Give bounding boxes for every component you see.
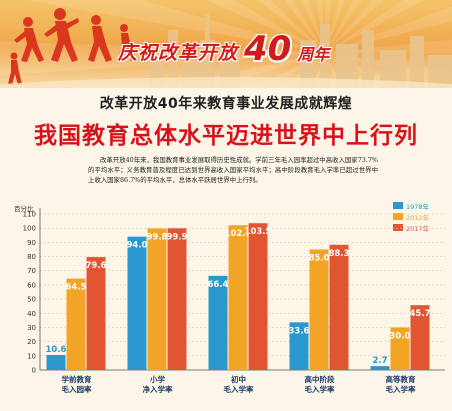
x-tick-label: 初中 <box>231 374 246 384</box>
y-tick-label: 60 <box>27 281 36 289</box>
y-tick-label: 20 <box>27 338 36 346</box>
x-tick-label: 毛入园率 <box>62 384 92 394</box>
bar <box>46 354 66 370</box>
bar <box>248 223 268 370</box>
anniversary-prefix: 庆祝改革开放 <box>118 42 239 64</box>
headline: 我国教育总体水平迈进世界中上行列 <box>34 123 418 149</box>
bar <box>208 275 228 370</box>
legend-swatch-2012 <box>393 213 403 220</box>
y-tick-label: 10 <box>27 352 36 360</box>
data-label: 10.6 <box>46 345 67 355</box>
x-tick-label: 高中阶段 <box>305 374 335 384</box>
data-label: 102.1 <box>225 229 252 239</box>
data-label: 85.0 <box>309 253 330 263</box>
y-tick-label: 50 <box>27 296 36 304</box>
bar <box>410 305 430 370</box>
legend-swatch-2017 <box>393 224 403 231</box>
data-label: 2.7 <box>372 356 387 366</box>
anniversary-number: 40 <box>244 29 292 69</box>
legend-swatch-1978 <box>393 202 403 209</box>
bar <box>86 257 106 370</box>
x-tick-label: 毛入学率 <box>224 384 254 394</box>
legend-item-1978: 1978年 <box>393 200 429 211</box>
bar <box>66 278 86 370</box>
x-tick-label: 毛入学率 <box>386 384 416 394</box>
legend-item-2017: 2017年 <box>393 222 429 233</box>
bar <box>127 236 147 370</box>
y-tick-label: 100 <box>23 225 36 233</box>
data-label: 99.9 <box>167 232 188 242</box>
legend-label-2017: 2017年 <box>406 224 430 233</box>
bar <box>390 327 410 370</box>
data-label: 45.7 <box>410 309 431 319</box>
data-label: 33.6 <box>289 326 310 336</box>
y-tick-label: 80 <box>27 253 36 261</box>
y-tick-label: 40 <box>27 310 36 318</box>
x-tick-label: 高等教育 <box>386 374 416 384</box>
anniversary-title: 庆祝改革开放 40 周年 <box>118 29 330 69</box>
data-label: 66.4 <box>208 280 229 290</box>
data-label: 103.5 <box>245 227 272 237</box>
data-label: 64.5 <box>66 283 87 293</box>
bar <box>370 366 390 370</box>
bar <box>289 322 309 370</box>
header-banner: 庆祝改革开放 40 周年 <box>0 0 452 88</box>
chart-legend: 1978年 2012年 2017年 <box>393 200 429 233</box>
x-tick-label: 小学 <box>150 374 165 384</box>
bar <box>329 244 349 370</box>
data-label: 79.6 <box>86 261 107 271</box>
runners-skyline-illustration <box>0 8 452 88</box>
y-axis-label: 百分比 <box>14 205 34 213</box>
anniversary-suffix: 周年 <box>297 45 330 64</box>
y-tick-label: 0 <box>32 367 36 375</box>
y-tick-label: 110 <box>23 211 36 219</box>
data-label: 30.0 <box>390 331 411 341</box>
data-label: 88.3 <box>329 249 350 259</box>
legend-label-1978: 1978年 <box>406 202 430 211</box>
y-tick-label: 30 <box>27 324 36 332</box>
bar <box>309 249 329 370</box>
data-label: 94.0 <box>127 241 148 251</box>
y-tick-label: 90 <box>27 239 36 247</box>
bar <box>167 228 187 370</box>
x-tick-label: 毛入学率 <box>305 384 335 394</box>
x-tick-label: 学前教育 <box>62 374 92 384</box>
legend-label-2012: 2012年 <box>406 213 430 222</box>
data-label: 99.8 <box>147 232 168 242</box>
bar <box>147 228 167 370</box>
legend-item-2012: 2012年 <box>393 211 429 222</box>
bar <box>228 225 248 370</box>
intro-paragraph: 改革开放40年来，我国教育事业发展取得历史性成就。学前三年毛入园率超过中高收入国… <box>88 156 378 184</box>
x-tick-label: 净入学率 <box>143 384 173 394</box>
y-tick-label: 70 <box>27 267 36 275</box>
subtitle: 改革开放40年来教育事业发展成就辉煌 <box>99 96 353 112</box>
